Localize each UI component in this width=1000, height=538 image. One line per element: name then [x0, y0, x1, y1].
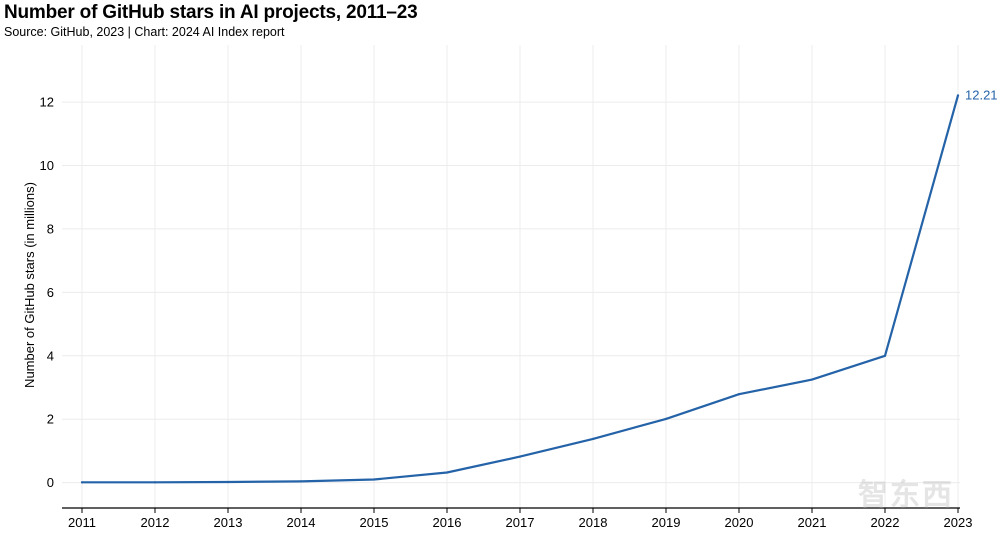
x-tick-label: 2019	[652, 515, 681, 530]
x-tick-label: 2015	[360, 515, 389, 530]
y-tick-label: 0	[47, 475, 54, 490]
data-point	[810, 378, 814, 381]
data-point	[956, 94, 960, 97]
grid-lines	[62, 45, 960, 508]
x-axis-ticks: 2011 2012 2013 2014 2015 2016 2017 2018 2019 2020…	[68, 508, 972, 530]
data-point	[372, 478, 376, 481]
y-tick-label: 8	[47, 221, 54, 236]
x-tick-label: 2018	[579, 515, 608, 530]
x-tick-label: 2016	[433, 515, 462, 530]
chart-title: Number of GitHub stars in AI projects, 2…	[4, 2, 418, 23]
y-tick-label: 4	[47, 348, 54, 363]
x-tick-label: 2017	[506, 515, 535, 530]
y-tick-label: 6	[47, 285, 54, 300]
y-axis-label: Number of GitHub stars (in millions)	[22, 182, 37, 388]
y-tick-label: 10	[40, 158, 54, 173]
chart-subtitle: Source: GitHub, 2023 | Chart: 2024 AI In…	[4, 25, 285, 39]
x-tick-label: 2013	[214, 515, 243, 530]
y-tick-label: 2	[47, 412, 54, 427]
x-tick-label: 2020	[725, 515, 754, 530]
end-value-label: 12.21	[965, 87, 998, 102]
data-point	[737, 393, 741, 396]
data-point	[80, 481, 84, 484]
x-tick-label: 2023	[944, 515, 973, 530]
data-point	[664, 417, 668, 420]
data-point	[153, 481, 157, 484]
y-axis-ticks: 0 2 4 6 8 10 12	[40, 95, 54, 491]
x-tick-label: 2022	[871, 515, 900, 530]
x-tick-label: 2012	[141, 515, 170, 530]
data-point	[226, 480, 230, 484]
series-group: 12.21	[80, 87, 998, 484]
data-point	[883, 354, 887, 357]
data-point	[591, 437, 595, 440]
x-tick-label: 2014	[287, 515, 316, 530]
x-tick-label: 2011	[68, 515, 96, 530]
data-point	[445, 471, 449, 474]
watermark: 智东西	[858, 479, 954, 512]
data-point	[518, 455, 522, 458]
data-point	[299, 480, 303, 483]
x-tick-label: 2021	[798, 515, 827, 530]
y-tick-label: 12	[40, 95, 54, 110]
